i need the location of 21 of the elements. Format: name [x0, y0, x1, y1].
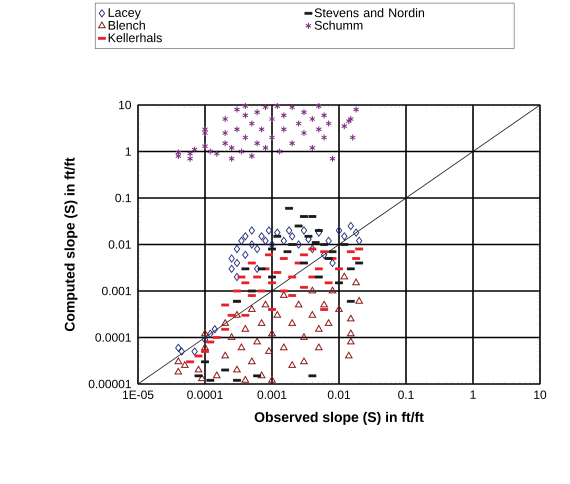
- legend-label: Schumm: [314, 20, 362, 30]
- legend-label: Lacey: [108, 8, 141, 20]
- y-tick-label: 0.0001: [95, 333, 131, 342]
- x-axis-title: Observed slope (S) in ft/ft: [254, 412, 424, 425]
- y-tick-label: 0.00001: [88, 380, 131, 388]
- y-axis-title: Computed slope (S) in ft/ft: [64, 158, 78, 332]
- legend-label: Kellerhals: [108, 33, 162, 42]
- x-tick-label: 0.001: [258, 390, 286, 399]
- legend-label: Stevens and Nordin: [314, 8, 424, 18]
- x-tick-label: 10: [534, 390, 546, 399]
- x-tick-label: 0.0001: [187, 390, 223, 399]
- y-tick-label: 0.001: [102, 286, 131, 296]
- x-tick-label: 0.01: [328, 390, 350, 399]
- y-tick-label: 10: [119, 100, 132, 110]
- y-tick-label: 1: [126, 147, 131, 156]
- y-tick-label: 0.1: [115, 194, 131, 202]
- x-tick-label: 1: [470, 390, 476, 399]
- x-tick-label: 0.1: [398, 390, 414, 399]
- legend-label: Blench: [108, 20, 145, 30]
- y-tick-label: 0.01: [108, 240, 131, 249]
- x-tick-label: 1E-05: [122, 390, 154, 399]
